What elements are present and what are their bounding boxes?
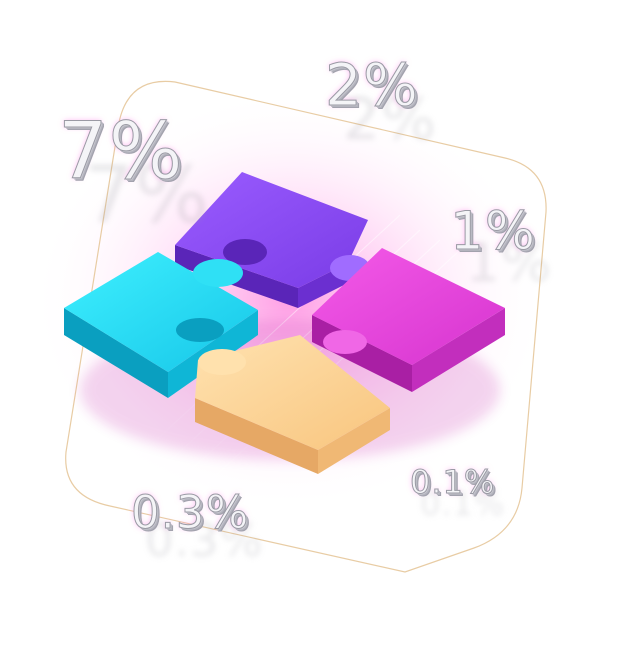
rounded-frame (65, 80, 547, 573)
percent-label-2: 2% 2% (324, 51, 436, 149)
puzzle-piece-peach (195, 335, 390, 474)
percent-label-1-reflection: 1% (466, 233, 553, 294)
percent-label-0-1-text: 0.1% (409, 463, 496, 501)
percent-label-1: 1% 1% (449, 201, 551, 291)
percent-label-7: 7% 7% (58, 107, 209, 236)
percent-label-1-text: 1% (449, 201, 537, 262)
puzzle-piece-magenta (312, 248, 505, 392)
percent-label-0-3-text: 0.3% (130, 486, 250, 539)
percent-label-7-text: 7% (58, 107, 184, 197)
percent-label-7-reflection: 7% (84, 151, 210, 241)
percent-label-0-1: 0.1% 0.1% (409, 463, 504, 521)
percent-label-0-1-reflection: 0.1% (420, 485, 506, 523)
percent-label-2-reflection: 2% (343, 85, 438, 153)
percent-label-0-3: 0.3% 0.3% (130, 486, 262, 564)
percent-label-2-text: 2% (324, 51, 420, 119)
percent-label-0-3-reflection: 0.3% (145, 514, 264, 567)
